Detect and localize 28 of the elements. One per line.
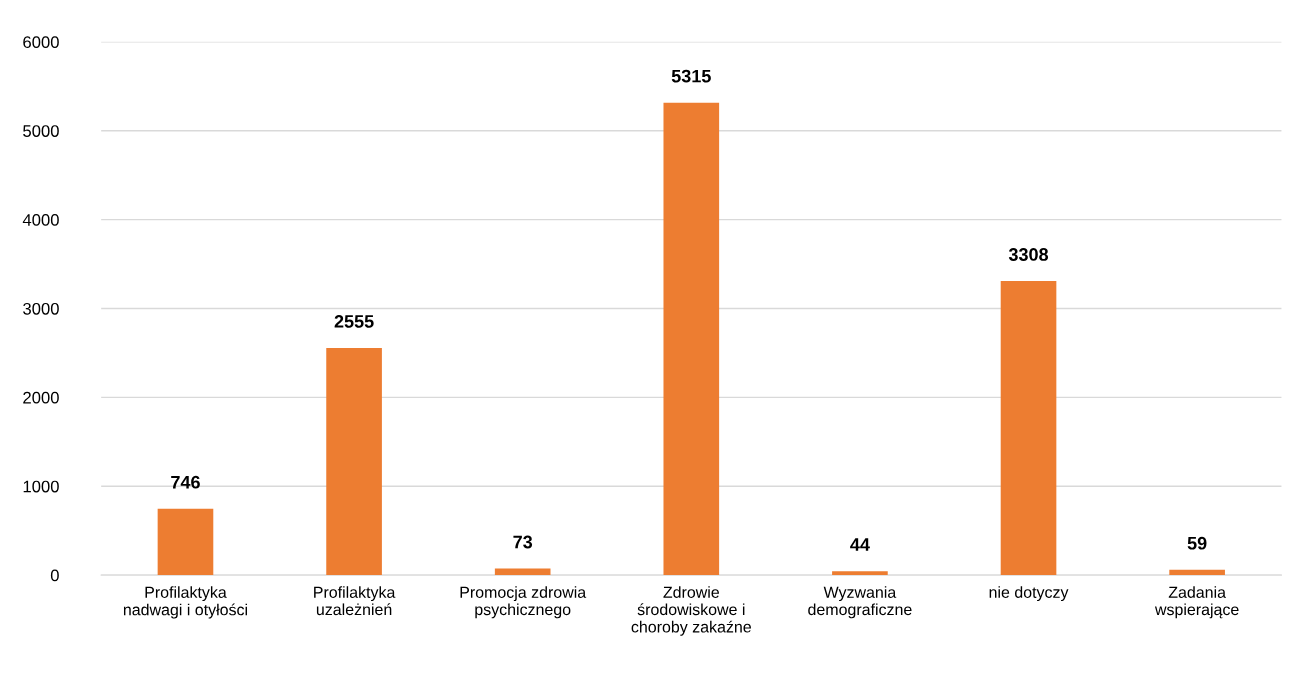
bar [663,102,720,576]
bar [1169,569,1225,576]
bar [494,568,551,576]
data-label: 3308 [1008,248,1049,261]
bar [326,348,382,576]
x-tick-label: Profilaktyka nadwagi i otyłości [123,586,247,619]
x-tick-label: Wyzwania demograficzne [808,586,912,619]
y-tick-label: 0 [50,569,59,582]
y-tick-label: 5000 [23,125,59,137]
x-tick-label: Zadania wspierające [1154,586,1239,619]
y-tick-label: 6000 [23,36,59,49]
bar [157,508,214,576]
data-label: 746 [171,475,200,489]
data-label: 59 [1187,536,1207,550]
x-tick-label: Promocja zdrowia psychicznego [460,586,587,619]
x-tick-label: nie dotyczy [989,586,1069,602]
data-label: 2555 [334,315,374,328]
x-tick-label: Zdrowie środowiskowe i choroby zakaźne [631,586,751,636]
x-tick-label: Profilaktyka uzależnień [314,586,396,616]
bar [832,571,888,576]
y-tick-label: 2000 [23,391,59,404]
data-label: 73 [513,535,533,549]
y-tick-label: 1000 [23,480,59,493]
y-tick-label: 3000 [23,302,59,315]
y-tick-label: 4000 [22,214,59,226]
data-label: 44 [850,538,870,551]
data-label: 5315 [671,69,711,83]
bar [1000,281,1057,576]
